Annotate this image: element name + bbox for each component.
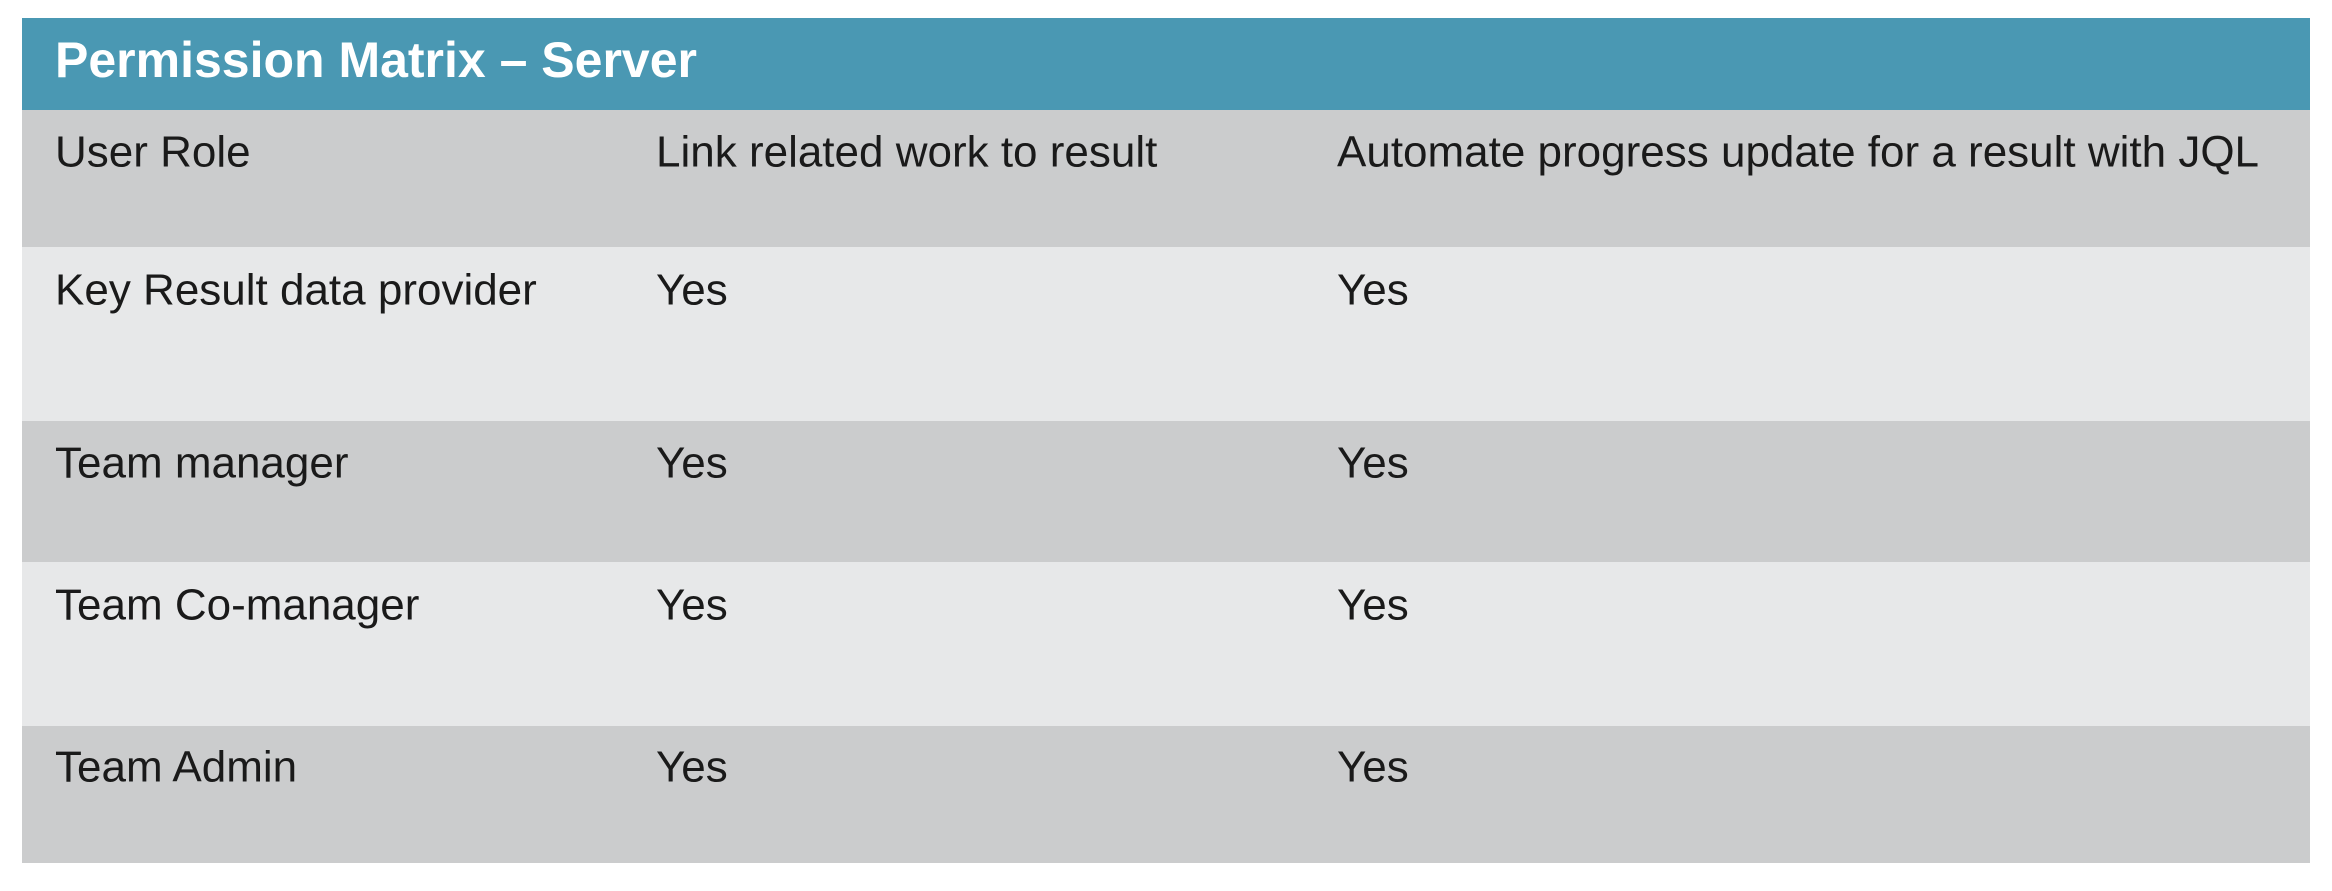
header-cell: Automate progress update for a result wi… <box>1337 128 2259 177</box>
table-cell: Team manager <box>55 439 348 488</box>
table-cell: Team Co-manager <box>55 581 419 630</box>
table-row <box>22 421 2310 562</box>
table-cell: Yes <box>656 266 728 315</box>
header-cell: Link related work to result <box>656 128 1157 177</box>
table-row <box>22 726 2310 863</box>
table-row <box>22 247 2310 421</box>
table-cell: Yes <box>1337 581 1409 630</box>
table-row <box>22 562 2310 726</box>
table-cell: Yes <box>656 581 728 630</box>
table-title: Permission Matrix – Server <box>55 32 697 88</box>
table-cell: Yes <box>656 743 728 792</box>
header-cell: User Role <box>55 128 251 177</box>
title-bar <box>22 18 2310 110</box>
header-row <box>22 110 2310 247</box>
table-cell: Yes <box>656 439 728 488</box>
table-cell: Yes <box>1337 439 1409 488</box>
table-cell: Yes <box>1337 266 1409 315</box>
table-cell: Key Result data provider <box>55 266 537 315</box>
table-cell: Team Admin <box>55 743 297 792</box>
table-cell: Yes <box>1337 743 1409 792</box>
